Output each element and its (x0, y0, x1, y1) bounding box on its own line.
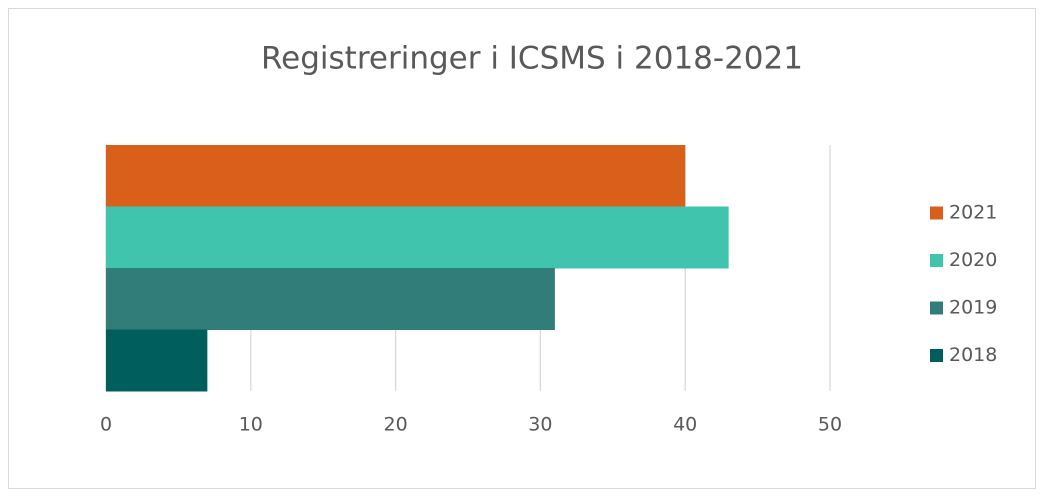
legend-swatch (930, 349, 943, 362)
x-tick-label: 20 (384, 414, 408, 436)
x-tick-label: 40 (673, 414, 697, 436)
legend-label: 2018 (949, 344, 997, 366)
x-tick-label: 10 (239, 414, 263, 436)
legend-label: 2020 (949, 249, 997, 271)
x-tick-label: 30 (528, 414, 552, 436)
bar (106, 329, 208, 392)
x-tick-label: 0 (100, 414, 112, 436)
legend-swatch (930, 206, 943, 220)
x-tick-label: 50 (818, 414, 842, 436)
chart-title: Registreringer i ICSMS i 2018-2021 (261, 41, 803, 77)
legend-label: 2021 (949, 202, 997, 224)
legend-swatch (930, 254, 943, 267)
bar (106, 145, 686, 207)
bar (106, 206, 729, 269)
bar (106, 268, 555, 330)
legend-swatch (930, 301, 943, 315)
legend-label: 2019 (949, 297, 997, 319)
